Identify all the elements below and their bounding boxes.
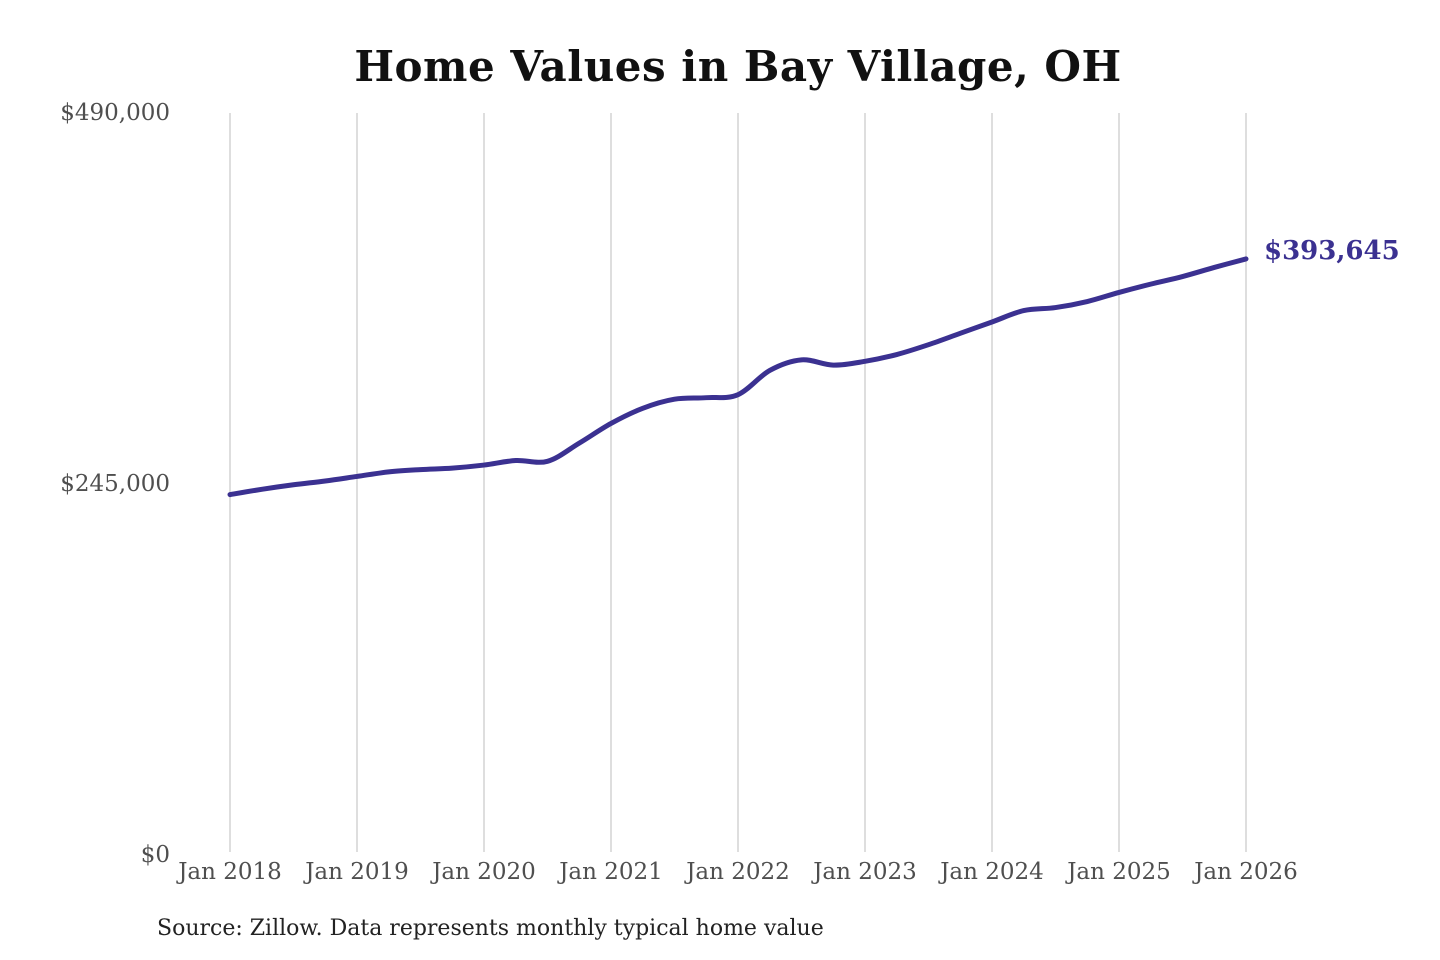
year-gridlines <box>229 113 1247 852</box>
current-value-label: $393,645 <box>1264 236 1400 266</box>
x-tick-label: Jan 2026 <box>1194 859 1298 885</box>
x-tick-label: Jan 2020 <box>432 859 536 885</box>
x-tick-label: Jan 2025 <box>1067 859 1171 885</box>
x-tick-label: Jan 2021 <box>559 859 663 885</box>
source-note: Source: Zillow. Data represents monthly … <box>157 916 824 941</box>
x-tick-label: Jan 2019 <box>305 859 409 885</box>
x-tick-label: Jan 2023 <box>813 859 917 885</box>
y-tick-label: $245,000 <box>60 471 170 497</box>
chart-title: Home Values in Bay Village, OH <box>354 42 1122 91</box>
home-value-line <box>227 256 1249 498</box>
x-tick-label: Jan 2022 <box>686 859 790 885</box>
y-tick-label: $490,000 <box>60 100 170 126</box>
y-tick-label: $0 <box>140 842 170 868</box>
x-tick-label: Jan 2024 <box>940 859 1044 885</box>
x-tick-label: Jan 2018 <box>178 859 282 885</box>
